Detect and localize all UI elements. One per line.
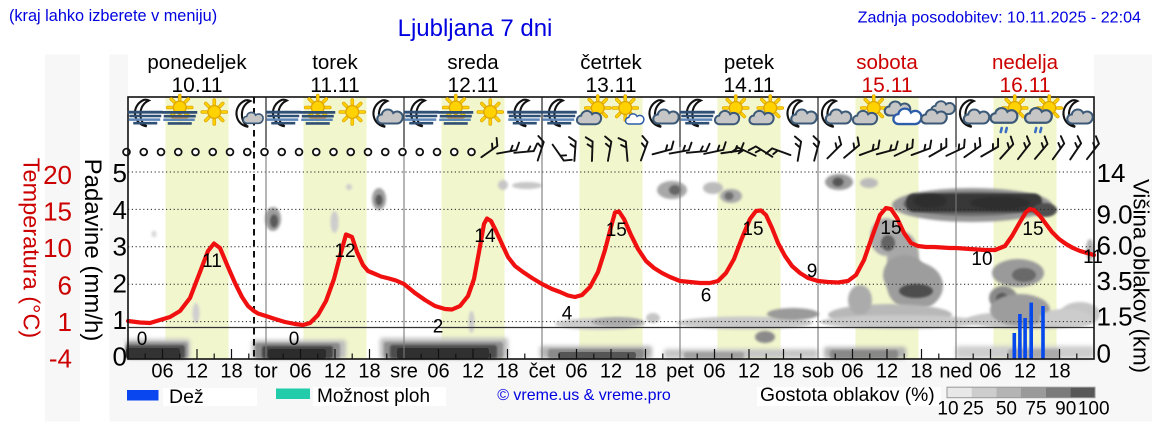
- svg-text:11.11: 11.11: [310, 74, 359, 97]
- svg-text:15: 15: [606, 220, 627, 241]
- svg-text:2: 2: [433, 316, 444, 337]
- svg-text:sob: sob: [802, 361, 834, 383]
- svg-text:25: 25: [963, 399, 984, 420]
- svg-text:18: 18: [1048, 361, 1070, 383]
- svg-text:06: 06: [427, 361, 449, 383]
- svg-text:06: 06: [841, 361, 863, 383]
- svg-text:sobota: sobota: [856, 51, 918, 74]
- svg-text:čet: čet: [529, 361, 556, 383]
- svg-text:0: 0: [137, 329, 148, 350]
- svg-text:(kraj lahko izberete v meniju): (kraj lahko izberete v meniju): [9, 7, 217, 25]
- svg-text:Temperatura (°C): Temperatura (°C): [19, 158, 45, 338]
- svg-text:2: 2: [113, 269, 127, 299]
- svg-text:četrtek: četrtek: [580, 51, 642, 74]
- svg-text:4: 4: [113, 195, 127, 225]
- svg-text:12: 12: [600, 361, 622, 383]
- svg-text:12: 12: [738, 361, 760, 383]
- svg-text:0: 0: [289, 329, 300, 350]
- svg-text:Ljubljana 7 dni: Ljubljana 7 dni: [398, 15, 553, 42]
- svg-text:18: 18: [634, 361, 656, 383]
- svg-text:15.11: 15.11: [862, 74, 913, 97]
- svg-text:-4: -4: [49, 344, 72, 374]
- svg-text:sre: sre: [390, 361, 418, 383]
- svg-text:1.5: 1.5: [1097, 301, 1133, 331]
- svg-text:12: 12: [462, 361, 484, 383]
- svg-text:90: 90: [1055, 399, 1076, 420]
- svg-text:3: 3: [113, 232, 127, 262]
- svg-text:1: 1: [113, 305, 127, 335]
- svg-text:6.0: 6.0: [1097, 230, 1133, 260]
- svg-text:13.11: 13.11: [586, 74, 637, 97]
- svg-text:6: 6: [58, 271, 72, 301]
- svg-text:20: 20: [43, 160, 72, 190]
- svg-text:Padavine (mm/h): Padavine (mm/h): [79, 159, 106, 342]
- svg-text:15: 15: [1022, 219, 1043, 240]
- svg-text:© vreme.us & vreme.pro: © vreme.us & vreme.pro: [497, 387, 671, 404]
- svg-text:06: 06: [979, 361, 1001, 383]
- svg-text:18: 18: [910, 361, 932, 383]
- svg-text:sreda: sreda: [447, 51, 499, 74]
- svg-text:12: 12: [186, 361, 208, 383]
- svg-text:ned: ned: [939, 361, 972, 383]
- svg-text:10: 10: [43, 233, 72, 263]
- svg-text:12: 12: [324, 361, 346, 383]
- svg-text:100: 100: [1078, 399, 1110, 420]
- svg-text:5: 5: [113, 158, 127, 188]
- svg-text:9: 9: [807, 261, 818, 282]
- svg-text:18: 18: [358, 361, 380, 383]
- svg-text:10: 10: [971, 249, 992, 270]
- svg-text:15: 15: [880, 218, 901, 239]
- svg-text:Dež: Dež: [169, 386, 204, 408]
- svg-text:18: 18: [220, 361, 242, 383]
- svg-text:06: 06: [565, 361, 587, 383]
- svg-text:15: 15: [43, 197, 72, 227]
- svg-text:ponedeljek: ponedeljek: [147, 51, 247, 74]
- svg-text:10: 10: [937, 399, 958, 420]
- svg-text:6: 6: [701, 285, 712, 306]
- svg-text:4: 4: [562, 303, 573, 324]
- svg-text:1: 1: [58, 307, 72, 337]
- svg-text:pet: pet: [666, 361, 694, 383]
- svg-text:75: 75: [1025, 399, 1046, 420]
- svg-text:18: 18: [496, 361, 518, 383]
- svg-text:12: 12: [334, 241, 355, 262]
- svg-text:Gostota oblakov (%): Gostota oblakov (%): [760, 385, 935, 406]
- svg-text:06: 06: [289, 361, 311, 383]
- svg-text:Možnost ploh: Možnost ploh: [317, 386, 430, 407]
- svg-text:06: 06: [703, 361, 725, 383]
- svg-text:Višina oblakov (km): Višina oblakov (km): [1129, 179, 1152, 373]
- svg-text:18: 18: [772, 361, 794, 383]
- svg-text:10.11: 10.11: [172, 74, 223, 97]
- svg-text:11: 11: [1083, 247, 1103, 268]
- svg-text:11: 11: [202, 251, 222, 272]
- svg-text:9.0: 9.0: [1097, 200, 1133, 230]
- svg-text:15: 15: [742, 219, 763, 240]
- svg-text:50: 50: [996, 399, 1017, 420]
- svg-text:tor: tor: [254, 361, 278, 383]
- svg-text:petek: petek: [724, 51, 775, 74]
- svg-text:16.11: 16.11: [1000, 74, 1051, 97]
- svg-text:14: 14: [474, 226, 496, 247]
- svg-text:nedelja: nedelja: [992, 51, 1059, 74]
- svg-text:06: 06: [151, 361, 173, 383]
- svg-text:12: 12: [1014, 361, 1036, 383]
- svg-text:12: 12: [876, 361, 898, 383]
- svg-text:Zadnja posodobitev: 10.11.2025: Zadnja posodobitev: 10.11.2025 - 22:04: [858, 9, 1141, 27]
- svg-text:0: 0: [113, 342, 127, 372]
- svg-text:14.11: 14.11: [724, 74, 775, 97]
- svg-text:14: 14: [1097, 158, 1126, 188]
- svg-text:0: 0: [1097, 339, 1111, 369]
- svg-text:torek: torek: [312, 51, 358, 74]
- svg-text:3.5: 3.5: [1097, 266, 1133, 296]
- svg-text:12.11: 12.11: [448, 74, 499, 97]
